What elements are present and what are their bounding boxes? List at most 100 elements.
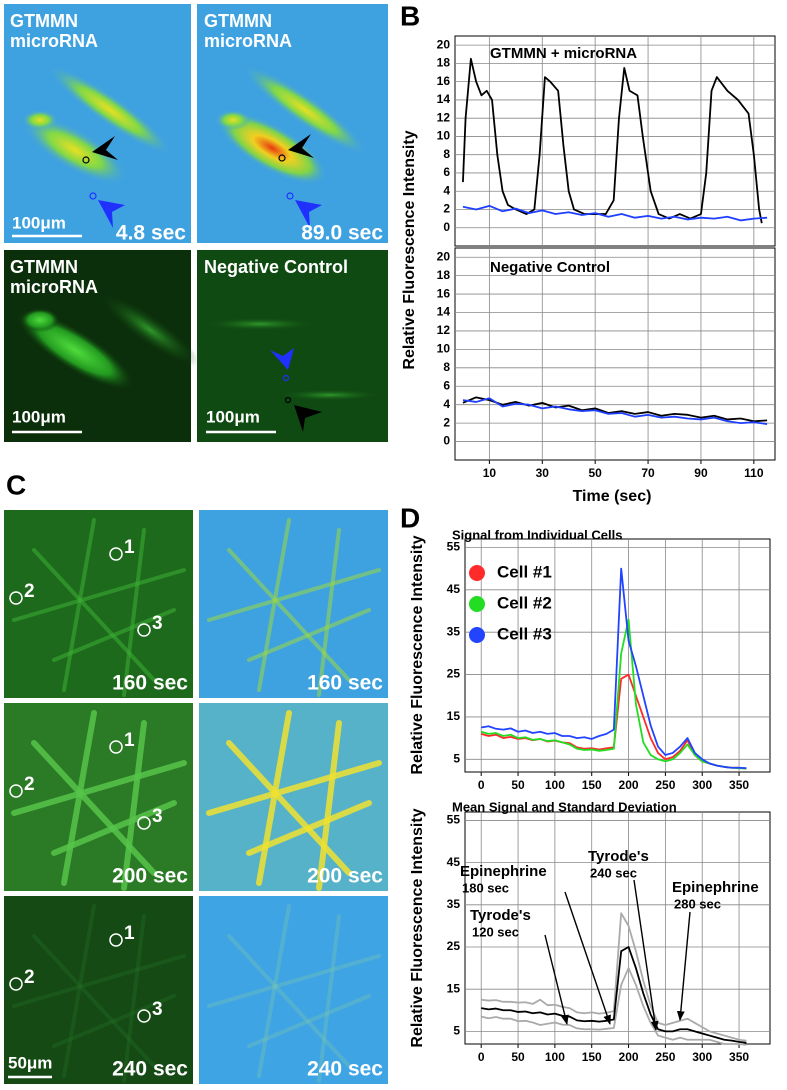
- image-tile: GTMMN microRNA 100μm: [4, 250, 200, 442]
- annotation-sub: 180 sec: [462, 880, 509, 895]
- tile-bg: [199, 703, 388, 891]
- tile-bg: [199, 510, 388, 698]
- y-tick-label: 5: [453, 1024, 460, 1038]
- y-tick-label: 5: [453, 751, 460, 765]
- fiber: [317, 528, 341, 697]
- fiber: [257, 518, 291, 692]
- cell-label: 1: [124, 923, 135, 944]
- x-tick-label: 150: [582, 778, 602, 792]
- fiber: [206, 760, 382, 816]
- series-line: [481, 567, 747, 770]
- y-tick-label: 45: [447, 582, 461, 596]
- tile-time: 240 sec: [112, 1058, 188, 1081]
- legend-label: Cell #3: [497, 624, 552, 643]
- annotation: Epinephrine: [672, 879, 759, 896]
- fiber: [51, 800, 177, 856]
- x-tick-label: 250: [655, 778, 675, 792]
- tile-title: GTMMN: [10, 257, 78, 277]
- fiber: [62, 904, 96, 1078]
- x-tick-label: 250: [655, 1050, 675, 1064]
- chart-title: GTMMN + microRNA: [490, 45, 637, 62]
- fiber: [207, 568, 381, 622]
- x-tick-label: 300: [692, 1050, 712, 1064]
- image-tile: 1 2 3 160 sec: [4, 510, 193, 698]
- cell-label: 3: [152, 999, 163, 1020]
- annotation-sub: 280 sec: [674, 896, 721, 911]
- fiber: [32, 548, 156, 682]
- tile-bg: [199, 896, 388, 1084]
- scale-bar-label: 100μm: [206, 407, 260, 426]
- x-tick-label: 30: [536, 466, 550, 480]
- cell-label: 2: [24, 967, 35, 988]
- fiber: [227, 934, 351, 1068]
- y-tick-label: 25: [447, 939, 461, 953]
- image-tile: 200 sec: [199, 703, 388, 891]
- y-tick-label: 6: [443, 378, 450, 392]
- y-axis-label: Relative Fluorescence Intensity: [401, 130, 418, 369]
- y-tick-label: 8: [443, 360, 450, 374]
- fiber: [247, 994, 371, 1048]
- y-tick-label: 12: [437, 323, 451, 337]
- y-tick-label: 6: [443, 165, 450, 179]
- panel-label: C: [6, 469, 26, 500]
- fiber: [12, 568, 186, 622]
- y-tick-label: 55: [447, 813, 461, 827]
- y-tick-label: 14: [437, 92, 451, 106]
- series-line: [462, 204, 768, 222]
- x-tick-label: 100: [545, 778, 565, 792]
- cell-label: 2: [24, 581, 35, 602]
- y-tick-label: 25: [447, 667, 461, 681]
- annotation: Tyrode's: [470, 907, 531, 924]
- y-tick-label: 2: [443, 202, 450, 216]
- y-axis-label: Relative Fluorescence Intensity: [409, 535, 426, 774]
- y-tick-label: 16: [437, 74, 451, 88]
- y-tick-label: 12: [437, 110, 451, 124]
- image-tile: GTMMN microRNA 89.0 sec: [197, 4, 388, 245]
- legend-label: Cell #2: [497, 593, 552, 612]
- x-tick-label: 150: [582, 1050, 602, 1064]
- fiber: [256, 710, 292, 886]
- image-tile: 240 sec: [199, 896, 388, 1084]
- cell-label: 1: [124, 537, 135, 558]
- panel-label: B: [400, 0, 420, 31]
- y-tick-label: 20: [437, 249, 451, 263]
- annotation-arrow: [676, 911, 691, 1021]
- cell-marker: [137, 623, 151, 637]
- fiber: [32, 934, 156, 1068]
- fiber: [246, 800, 372, 856]
- y-tick-label: 18: [437, 56, 451, 70]
- y-tick-label: 4: [443, 183, 450, 197]
- y-tick-label: 15: [447, 981, 461, 995]
- tile-bg: [4, 703, 193, 891]
- image-tile: 1 2 3 200 sec: [4, 703, 193, 891]
- annotation-arrow: [633, 879, 659, 1031]
- legend-marker: [469, 596, 485, 612]
- fiber: [121, 720, 147, 891]
- cell-marker: [137, 1009, 151, 1023]
- fiber: [317, 914, 341, 1083]
- annotation-arrow: [544, 934, 569, 1025]
- fiber: [226, 740, 352, 876]
- tile-title: microRNA: [204, 31, 292, 51]
- annotation-arrow: [564, 891, 611, 1025]
- tile-time: 160 sec: [307, 672, 383, 695]
- tile-time: 160 sec: [112, 672, 188, 695]
- x-tick-label: 90: [694, 466, 708, 480]
- y-tick-label: 0: [443, 434, 450, 448]
- series-line: [481, 946, 747, 1044]
- cell-marker: [137, 816, 151, 830]
- y-tick-label: 10: [437, 129, 451, 143]
- legend-label: Cell #1: [497, 562, 552, 581]
- fiber: [122, 528, 146, 697]
- tile-time: 200 sec: [112, 865, 188, 888]
- fiber: [62, 518, 96, 692]
- fiber: [12, 954, 186, 1008]
- x-tick-label: 200: [619, 1050, 639, 1064]
- x-tick-label: 70: [641, 466, 655, 480]
- tile-bg: [4, 896, 193, 1084]
- cell-label: 3: [152, 806, 163, 827]
- series-line: [481, 967, 747, 1046]
- cell-label: 3: [152, 613, 163, 634]
- chart-title: Mean Signal and Standard Deviation: [452, 799, 677, 814]
